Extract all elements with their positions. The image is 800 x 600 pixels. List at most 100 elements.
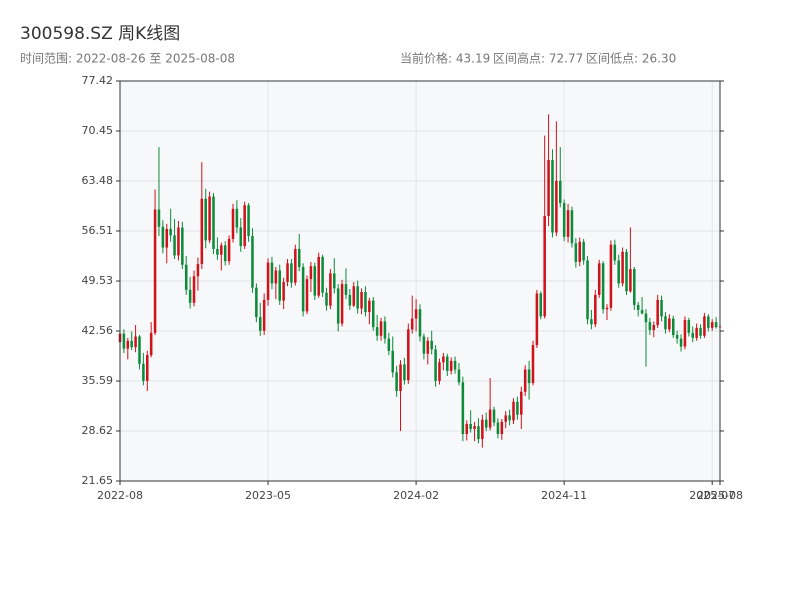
candle-body — [360, 292, 363, 309]
candle-body — [247, 205, 250, 237]
candle-body — [216, 248, 219, 255]
candle-body — [473, 426, 476, 430]
y-tick-label: 63.48 — [82, 174, 114, 187]
candle-body — [691, 332, 694, 338]
candle-body — [648, 322, 652, 331]
candle-body — [270, 262, 274, 284]
candle-body — [418, 309, 422, 337]
candle-body — [492, 409, 496, 423]
candle-body — [671, 318, 675, 336]
x-tick-label: 2024-11 — [541, 489, 587, 502]
candle-body — [157, 209, 161, 227]
candle-body — [520, 391, 523, 415]
y-tick-label: 77.42 — [82, 74, 114, 87]
candle-body — [212, 196, 215, 249]
candle-body — [675, 335, 679, 339]
candle-body — [527, 369, 531, 384]
candle-body — [149, 332, 153, 356]
candle-body — [543, 215, 546, 317]
candle-body — [422, 336, 426, 354]
candle-body — [535, 293, 539, 346]
candle-body — [679, 338, 683, 347]
candle-body — [461, 382, 465, 435]
candle-body — [356, 286, 359, 309]
candle-body — [220, 245, 223, 255]
candle-body — [523, 369, 527, 392]
candle-body — [484, 419, 488, 428]
candle-body — [395, 372, 398, 391]
stat: 区间高点: 72.77 — [493, 51, 583, 66]
candle-body — [539, 293, 543, 317]
candle-body — [590, 319, 593, 325]
candle-body — [204, 198, 207, 241]
candle-body — [153, 209, 157, 333]
candle-body — [477, 426, 480, 440]
candle-body — [566, 210, 570, 237]
candle-body — [438, 362, 441, 381]
candle-body — [636, 304, 640, 310]
candle-body — [531, 345, 535, 384]
candle-body — [586, 260, 589, 320]
candle-body — [617, 260, 620, 284]
candle-body — [122, 333, 126, 349]
candle-body — [317, 256, 320, 296]
candle-body — [609, 244, 613, 308]
candle-body — [449, 360, 453, 371]
candle-body — [407, 329, 410, 381]
candle-body — [383, 321, 387, 339]
candle-body — [551, 160, 554, 233]
candle-body — [282, 281, 285, 301]
candle-body — [500, 421, 504, 435]
candle-body — [457, 369, 461, 383]
candle-body — [601, 263, 605, 310]
candle-body — [255, 287, 258, 318]
candle-body — [266, 262, 270, 300]
candle-body — [344, 284, 348, 295]
candle-body — [714, 322, 718, 328]
candle-body — [555, 180, 558, 233]
candle-body — [227, 238, 231, 262]
candle-body — [375, 327, 379, 336]
candle-body — [621, 251, 624, 284]
candle-body — [161, 226, 165, 248]
candle-body — [668, 318, 671, 330]
candle-body — [371, 300, 375, 328]
candle-body — [146, 355, 149, 381]
candle-body — [403, 364, 406, 381]
candle-body — [340, 284, 344, 324]
candle-body — [508, 415, 511, 421]
candle-body — [165, 228, 169, 248]
candle-body — [325, 292, 328, 306]
x-tick-label: 2025-07 — [689, 489, 735, 502]
candle-body — [391, 350, 394, 373]
candle-body — [558, 180, 562, 204]
candle-body — [496, 422, 500, 435]
plot-frame — [119, 80, 721, 482]
candle-body — [707, 316, 710, 328]
y-tick-label: 42.56 — [82, 324, 114, 337]
candle-body — [504, 415, 507, 422]
candle-body — [410, 318, 414, 330]
y-tick-label: 21.65 — [82, 474, 114, 487]
candle-body — [138, 336, 141, 364]
candle-body — [710, 322, 714, 328]
candle-body — [177, 227, 180, 256]
candle-body — [703, 316, 706, 336]
candle-body — [453, 360, 457, 370]
candle-body — [134, 336, 137, 348]
candle-body — [430, 340, 433, 350]
stat: 区间低点: 26.30 — [586, 52, 676, 66]
candle-body — [200, 198, 204, 265]
chart-subtitle: 时间范围: 2022-08-26 至 2025-08-08 — [20, 52, 235, 66]
candle-body — [640, 309, 644, 314]
candle-body — [348, 294, 352, 306]
candle-body — [426, 340, 430, 354]
candle-body — [465, 423, 469, 435]
x-tick-label: 2025-08 — [697, 489, 743, 502]
candle-body — [582, 241, 585, 261]
candle-body — [633, 269, 636, 305]
candle-body — [481, 419, 484, 440]
chart-title: 300598.SZ 周K线图 — [20, 24, 180, 44]
candle-body — [664, 316, 667, 330]
